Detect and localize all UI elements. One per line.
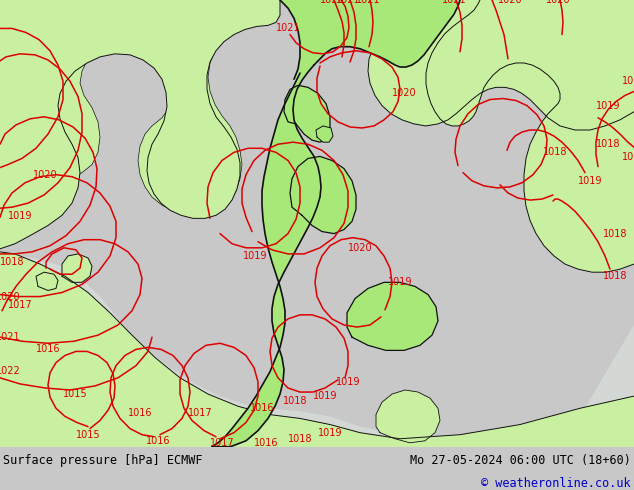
Text: Mo 27-05-2024 06:00 UTC (18+60): Mo 27-05-2024 06:00 UTC (18+60): [410, 454, 631, 467]
Text: 1020: 1020: [320, 0, 344, 5]
Text: 1019: 1019: [336, 377, 360, 387]
Polygon shape: [280, 0, 634, 130]
Text: 1021: 1021: [442, 0, 467, 5]
Text: 1020: 1020: [392, 88, 417, 98]
Text: 1017: 1017: [8, 300, 32, 310]
Text: 1021: 1021: [276, 24, 301, 33]
Text: 1019: 1019: [578, 176, 602, 186]
Text: 1016: 1016: [36, 344, 60, 354]
Polygon shape: [212, 65, 321, 447]
Polygon shape: [62, 254, 92, 282]
Text: 1015: 1015: [75, 430, 100, 440]
Text: 1019: 1019: [8, 211, 32, 221]
Text: 1018: 1018: [603, 229, 627, 239]
Polygon shape: [0, 252, 634, 447]
Polygon shape: [36, 272, 58, 291]
Text: 1016: 1016: [250, 403, 275, 413]
Text: 1021: 1021: [335, 0, 360, 5]
Text: 1019: 1019: [596, 100, 620, 111]
Text: 1019: 1019: [388, 277, 412, 287]
Text: 1018: 1018: [283, 396, 307, 406]
Polygon shape: [426, 0, 634, 272]
Polygon shape: [347, 282, 438, 350]
Text: 1019: 1019: [318, 428, 342, 438]
Text: 1017: 1017: [188, 408, 212, 418]
Polygon shape: [376, 390, 440, 443]
Text: 1016: 1016: [127, 408, 152, 418]
Text: 1020: 1020: [622, 76, 634, 86]
Text: © weatheronline.co.uk: © weatheronline.co.uk: [481, 477, 631, 490]
Polygon shape: [280, 0, 460, 79]
Text: 1019: 1019: [243, 251, 268, 261]
Text: Surface pressure [hPa] ECMWF: Surface pressure [hPa] ECMWF: [3, 454, 203, 467]
Polygon shape: [316, 126, 333, 142]
Text: 1020: 1020: [498, 0, 522, 5]
Text: 1018: 1018: [596, 139, 620, 149]
Text: 1019: 1019: [622, 152, 634, 162]
Polygon shape: [290, 156, 356, 234]
Text: 1016: 1016: [254, 438, 278, 448]
Text: 1020: 1020: [546, 0, 571, 5]
Polygon shape: [0, 0, 275, 218]
Text: 1020: 1020: [0, 292, 20, 301]
Text: 1021: 1021: [356, 0, 380, 5]
Text: 1017: 1017: [210, 438, 235, 448]
Text: 1018: 1018: [543, 147, 567, 157]
Text: 1015: 1015: [63, 389, 87, 399]
Text: 1019: 1019: [313, 391, 337, 401]
Text: 1020: 1020: [347, 243, 372, 253]
Text: 1018: 1018: [288, 434, 313, 444]
Polygon shape: [0, 0, 280, 249]
Text: 1018: 1018: [603, 271, 627, 281]
Polygon shape: [0, 252, 634, 447]
Text: 1020: 1020: [33, 170, 57, 180]
Polygon shape: [284, 85, 330, 142]
Text: 1018: 1018: [0, 257, 24, 267]
Text: 1021: 1021: [0, 332, 20, 342]
Text: 1016: 1016: [146, 436, 171, 446]
Text: 1022: 1022: [0, 366, 20, 376]
